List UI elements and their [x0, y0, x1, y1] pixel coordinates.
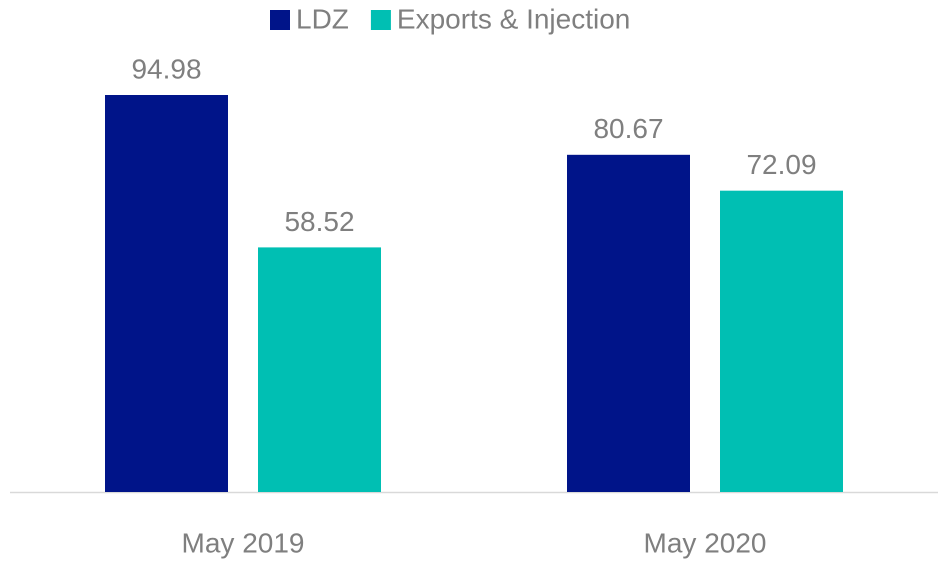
- data-label: 94.98: [131, 53, 201, 84]
- bar: [258, 247, 381, 492]
- bar: [567, 154, 690, 492]
- bar: [720, 190, 843, 492]
- data-label: 72.09: [746, 149, 816, 180]
- legend-swatch: [270, 10, 290, 30]
- legend-label: LDZ: [296, 3, 349, 34]
- data-label: 58.52: [284, 206, 354, 237]
- data-label: 80.67: [593, 113, 663, 144]
- legend-label: Exports & Injection: [397, 3, 630, 34]
- x-tick-label: May 2020: [644, 527, 767, 558]
- legend-swatch: [370, 10, 391, 30]
- bar: [105, 95, 228, 492]
- x-tick-label: May 2019: [182, 527, 305, 558]
